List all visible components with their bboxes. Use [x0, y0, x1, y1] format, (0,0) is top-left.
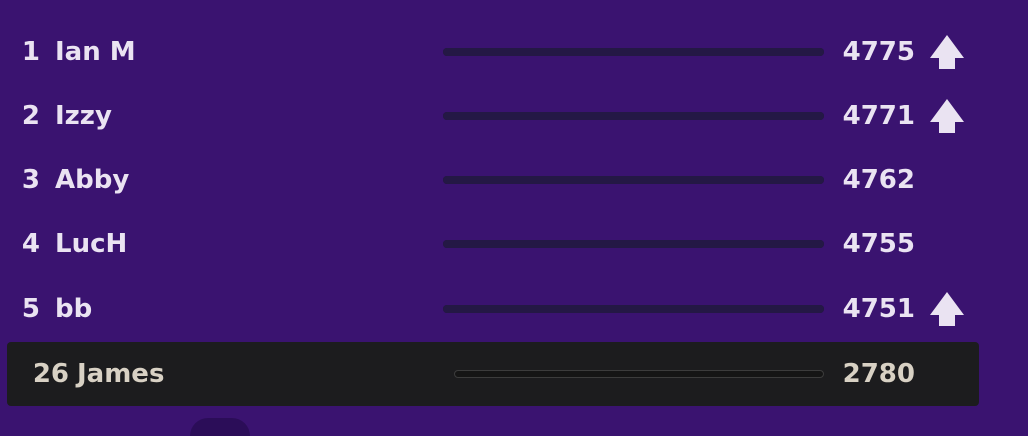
score-bar: [443, 240, 824, 248]
leaderboard-row-5: 5 bb 4751: [0, 277, 1028, 341]
arrow-up-icon: [929, 35, 965, 69]
score: 4751: [842, 294, 915, 324]
rank: 5: [21, 294, 40, 324]
leaderboard-row-2: 2 Izzy 4771: [0, 84, 1028, 148]
score-bar: [443, 176, 824, 184]
rank: 3: [21, 165, 40, 195]
leaderboard-row-3: 3 Abby 4762: [0, 148, 1028, 212]
score: 2780: [842, 359, 915, 389]
player-name: James: [77, 359, 165, 389]
score-bar-fill: [443, 176, 824, 184]
score-bar-fill: [443, 112, 824, 120]
arrow-up-icon: [929, 99, 965, 133]
leaderboard-row-1: 1 Ian M 4775: [0, 20, 1028, 84]
leaderboard-row-4: 4 LucH 4755: [0, 212, 1028, 276]
player-name: Izzy: [55, 101, 112, 131]
player-name: LucH: [55, 229, 128, 259]
score-bar: [443, 305, 824, 313]
player-name: bb: [55, 294, 93, 324]
arrow-up-icon: [929, 292, 965, 326]
leaderboard: 1 Ian M 4775 2 Izzy 4771 3 Abby 4762: [0, 20, 1028, 436]
score-bar: [443, 112, 824, 120]
rank: 26: [32, 359, 69, 389]
player-name: Abby: [55, 165, 130, 195]
score-bar-fill: [443, 240, 824, 248]
rank: 1: [21, 37, 40, 67]
rank: 4: [21, 229, 40, 259]
score: 4775: [842, 37, 915, 67]
rank: 2: [21, 101, 40, 131]
player-name: Ian M: [55, 37, 136, 67]
score: 4755: [842, 229, 915, 259]
score-bar-fill: [443, 48, 824, 56]
current-user-row: 26 James 2780: [7, 342, 979, 406]
score-bar: [454, 370, 824, 378]
score: 4762: [842, 165, 915, 195]
score-bar-fill: [443, 305, 824, 313]
score-bar: [443, 48, 824, 56]
score: 4771: [842, 101, 915, 131]
decorative-shape: [190, 418, 250, 436]
